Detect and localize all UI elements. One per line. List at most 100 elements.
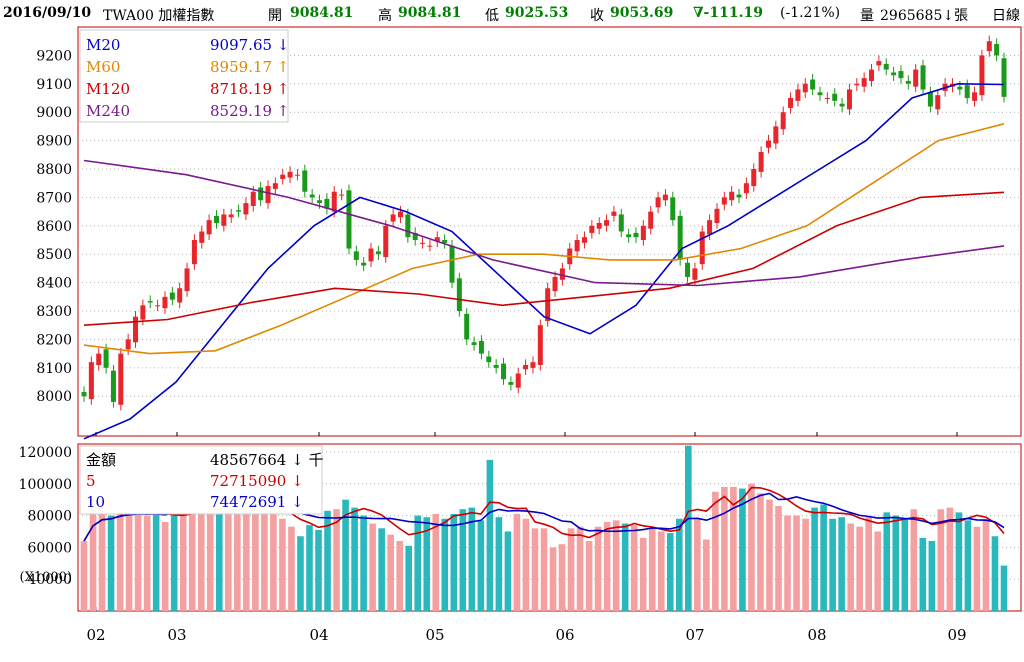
volume-bar [477, 520, 485, 611]
legend-value: 8718.19 ↑ [210, 80, 289, 98]
volume-bar [892, 515, 900, 611]
quote-header: 2016/09/10 TWA00 加權指數 開 9084.81 高 9084.8… [0, 0, 1024, 26]
volume-bar [748, 483, 755, 611]
low-value: 9025.53 [505, 5, 569, 21]
candle-body [523, 364, 529, 370]
volume-bar [170, 515, 178, 611]
candle-body [920, 65, 926, 90]
candle-body [147, 301, 153, 303]
close-label: 收 [590, 8, 604, 24]
candle-body [979, 55, 985, 96]
candle-body [824, 98, 830, 100]
candle-body [353, 251, 359, 260]
candle-body [640, 225, 646, 241]
candle-body [434, 237, 440, 242]
candle-body [581, 237, 587, 243]
candle-body [412, 232, 418, 241]
volume-bar [513, 513, 521, 611]
candle-body [1001, 58, 1007, 97]
volume-bar [829, 518, 836, 611]
volume-bar [206, 507, 214, 611]
candle-body [788, 98, 794, 108]
candle-body [802, 83, 808, 93]
volume-bar [125, 507, 133, 611]
candle-body [221, 214, 227, 226]
candle-body [397, 211, 403, 218]
volume-bar [414, 515, 422, 611]
volume-bar [865, 517, 873, 611]
candle-body [589, 225, 595, 233]
volume-bar [288, 526, 295, 611]
volume-bar [405, 545, 413, 611]
legend-name: M240 [86, 102, 130, 120]
candle-body [125, 339, 131, 350]
price-tick-label: 8200 [36, 332, 72, 348]
volume-bar [874, 531, 882, 611]
x-tick-label: 04 [309, 626, 328, 644]
candle-body [699, 231, 705, 265]
x-tick-label: 08 [807, 626, 826, 644]
candle-body [869, 69, 875, 81]
legend-value: 8529.19 ↑ [210, 102, 289, 120]
candle-body [662, 194, 668, 201]
candle-body [464, 313, 470, 340]
volume-bar [567, 528, 575, 611]
candle-body [913, 69, 919, 87]
price-tick-label: 9200 [36, 48, 72, 64]
open-label: 開 [268, 8, 282, 24]
volume-bar [666, 533, 674, 611]
candle-body [964, 85, 970, 99]
candle-body [743, 183, 749, 194]
candle-body [81, 391, 87, 397]
candle-body [206, 220, 212, 235]
candle-body [405, 214, 411, 238]
x-tick-label: 05 [425, 626, 444, 644]
volume-bar [964, 520, 972, 611]
candle-body [88, 362, 94, 400]
volume-bar [712, 491, 719, 611]
volume-label: 量 [860, 8, 874, 24]
volume-bar [685, 445, 692, 611]
volume-bar [306, 525, 313, 611]
x-tick-label: 09 [947, 626, 966, 644]
volume-bar [459, 509, 467, 611]
price-tick-label: 8500 [36, 247, 72, 263]
volume-bar [946, 507, 954, 611]
ma-line-m60 [83, 123, 1005, 355]
volume-bar [495, 517, 503, 611]
volume-bar [396, 541, 403, 611]
candle-body [390, 214, 396, 222]
candle-body [169, 292, 175, 300]
price-tick-label: 8900 [36, 134, 72, 150]
volume-bar [360, 515, 367, 611]
legend-name: M60 [86, 58, 120, 76]
candle-body [633, 232, 639, 238]
legend-name: M120 [86, 80, 130, 98]
volume-bar [522, 518, 530, 611]
candle-body [817, 92, 823, 96]
candle-body [972, 92, 978, 101]
candle-body [765, 140, 771, 148]
candle-body [714, 208, 720, 223]
volume-tick-label: 120000 [19, 445, 72, 461]
candle-body [493, 364, 499, 368]
candle-body [604, 220, 610, 226]
candle-body [854, 83, 860, 86]
candle-body [420, 242, 426, 244]
volume-bar [721, 486, 728, 611]
volume-bar [369, 523, 376, 611]
candle-body [648, 211, 654, 229]
x-tick-label: 07 [685, 626, 704, 644]
candle-body [876, 61, 882, 66]
candle-body [287, 171, 293, 178]
low-label: 低 [485, 8, 499, 24]
volume-tick-label: 80000 [27, 509, 72, 525]
volume-bar [928, 541, 936, 611]
candle-body [324, 198, 330, 209]
volume-bar [450, 513, 458, 611]
volume-bar [594, 526, 602, 611]
candle-body [155, 305, 161, 307]
candle-body [250, 191, 256, 206]
volume-bar [152, 512, 160, 611]
price-tick-label: 8700 [36, 190, 72, 206]
